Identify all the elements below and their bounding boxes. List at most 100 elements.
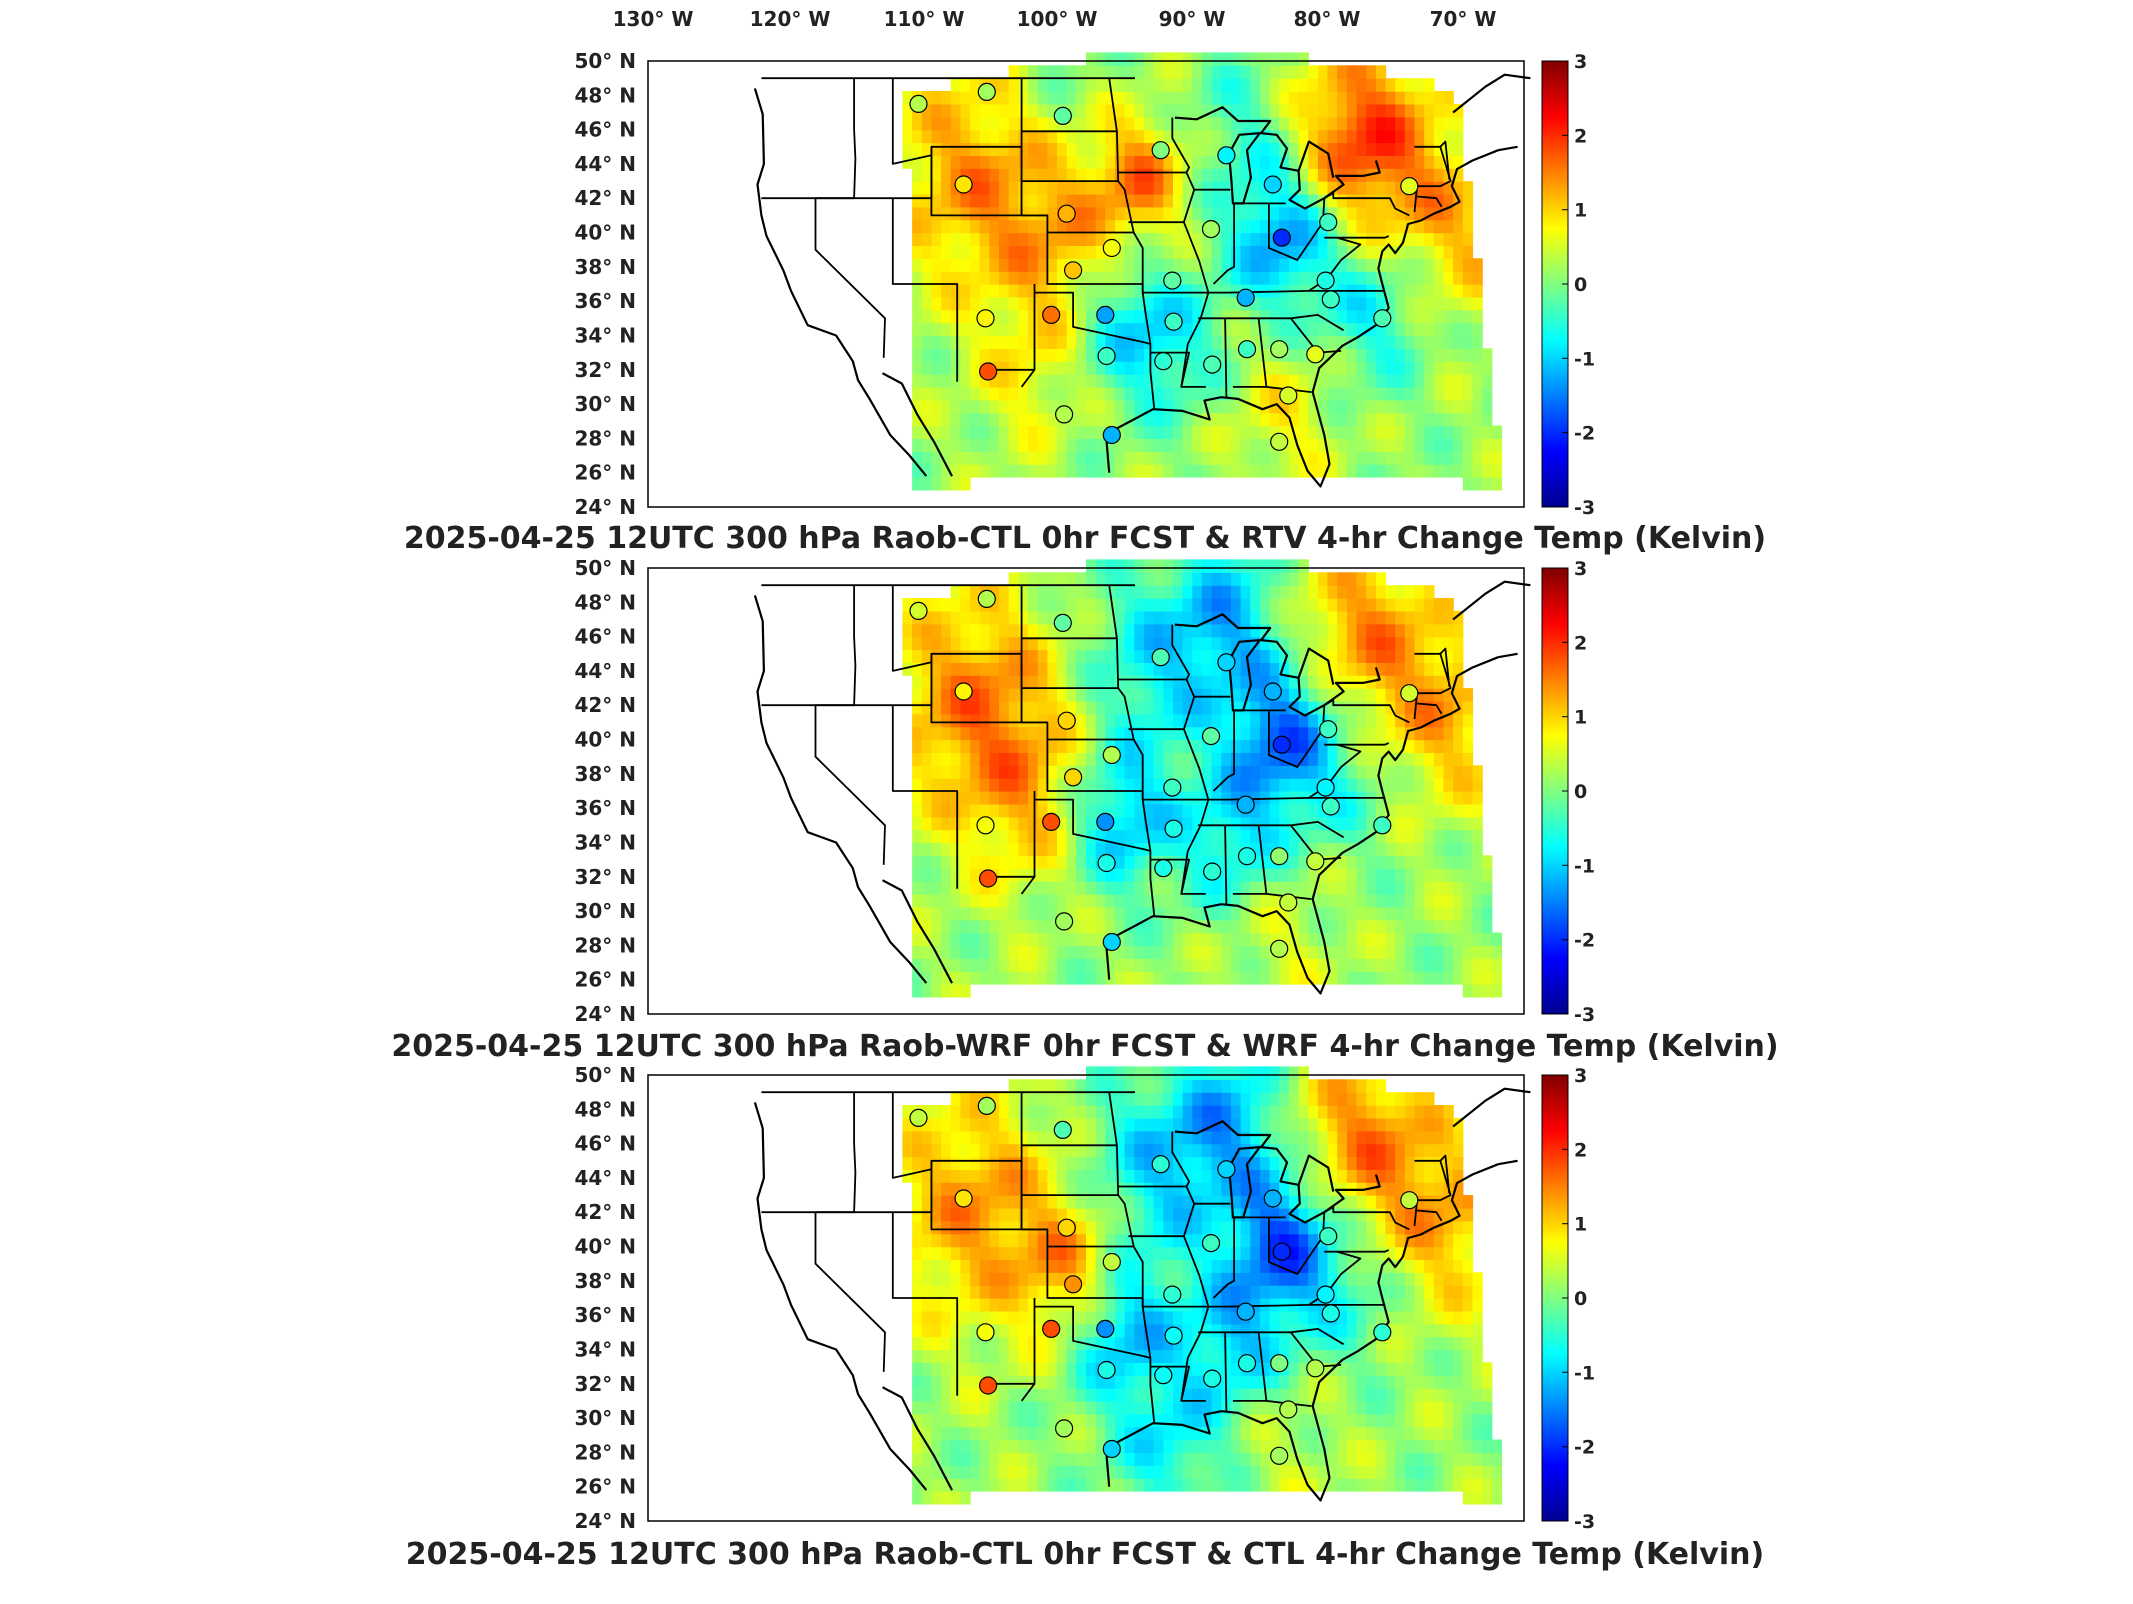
colorbar-tick-label: -1 xyxy=(1574,1362,1595,1384)
raob-station-marker xyxy=(1058,712,1075,729)
raob-station-marker xyxy=(1203,1235,1220,1252)
raob-station-marker xyxy=(1097,306,1114,323)
latitude-labels: 24° N26° N28° N30° N32° N34° N36° N38° N… xyxy=(574,49,636,519)
raob-station-marker xyxy=(910,1109,927,1126)
lat-tick-label: 48° N xyxy=(574,590,636,614)
lat-tick-label: 28° N xyxy=(574,1440,636,1464)
lon-tick-label: 100° W xyxy=(1017,7,1098,31)
raob-station-marker xyxy=(1054,1121,1071,1138)
lat-tick-label: 44° N xyxy=(574,152,636,176)
raob-station-marker xyxy=(1098,1362,1115,1379)
raob-station-marker xyxy=(1280,387,1297,404)
colorbar-tick-label: -2 xyxy=(1574,930,1595,952)
raob-station-marker xyxy=(1322,291,1339,308)
raob-station-marker xyxy=(1056,1420,1073,1437)
lat-tick-label: 28° N xyxy=(574,426,636,450)
colorbar-tick-label: -3 xyxy=(1574,1511,1595,1533)
raob-station-marker xyxy=(1320,214,1337,231)
lat-tick-label: 38° N xyxy=(574,762,636,786)
raob-station-marker xyxy=(1307,346,1324,363)
colorbar-tick-label: -1 xyxy=(1574,348,1595,370)
raob-station-marker xyxy=(1152,1156,1169,1173)
raob-station-marker xyxy=(1271,940,1288,957)
raob-station-marker xyxy=(1271,1355,1288,1372)
map-1 xyxy=(648,52,1530,507)
lat-tick-label: 26° N xyxy=(574,461,636,485)
raob-station-marker xyxy=(978,1097,995,1114)
raob-station-marker xyxy=(1322,1305,1339,1322)
latitude-labels: 24° N26° N28° N30° N32° N34° N36° N38° N… xyxy=(574,556,636,1026)
colorbar-tick-label: 2 xyxy=(1574,1139,1587,1161)
colorbar-tick-label: 0 xyxy=(1574,274,1587,296)
raob-station-marker xyxy=(1401,1192,1418,1209)
raob-station-marker xyxy=(1065,262,1082,279)
colorbar-tick-label: 3 xyxy=(1574,558,1587,580)
raob-station-marker xyxy=(1317,779,1334,796)
lat-tick-label: 40° N xyxy=(574,221,636,245)
raob-station-marker xyxy=(1317,272,1334,289)
raob-station-marker xyxy=(977,817,994,834)
raob-station-marker xyxy=(980,870,997,887)
raob-station-marker xyxy=(1237,289,1254,306)
raob-station-marker xyxy=(1155,1367,1172,1384)
colorbar-tick-label: 3 xyxy=(1574,51,1587,73)
raob-station-marker xyxy=(1054,614,1071,631)
raob-station-marker xyxy=(1322,798,1339,815)
colorbar-tick-label: 3 xyxy=(1574,1065,1587,1087)
raob-station-marker xyxy=(1401,178,1418,195)
latitude-labels: 24° N26° N28° N30° N32° N34° N36° N38° N… xyxy=(574,1063,636,1533)
raob-station-marker xyxy=(1056,406,1073,423)
raob-station-marker xyxy=(1239,848,1256,865)
lat-tick-label: 40° N xyxy=(574,1235,636,1259)
lat-tick-label: 38° N xyxy=(574,1269,636,1293)
lat-tick-label: 26° N xyxy=(574,1475,636,1499)
raob-station-marker xyxy=(1165,313,1182,330)
raob-station-marker xyxy=(1165,1327,1182,1344)
raob-station-marker xyxy=(1103,934,1120,951)
raob-station-marker xyxy=(1103,1441,1120,1458)
raob-station-marker xyxy=(1097,813,1114,830)
lat-tick-label: 32° N xyxy=(574,865,636,889)
raob-station-marker xyxy=(1043,813,1060,830)
raob-station-marker xyxy=(1103,747,1120,764)
raob-station-marker xyxy=(955,176,972,193)
raob-station-marker xyxy=(1103,1254,1120,1271)
colorbar-tick-label: 0 xyxy=(1574,1288,1587,1310)
raob-station-marker xyxy=(910,95,927,112)
lat-tick-label: 46° N xyxy=(574,1132,636,1156)
panel-title: 2025-04-25 12UTC 300 hPa Raob-CTL 0hr FC… xyxy=(406,1537,1764,1572)
panel-title: 2025-04-25 12UTC 300 hPa Raob-CTL 0hr FC… xyxy=(404,521,1766,556)
lat-tick-label: 48° N xyxy=(574,83,636,107)
lat-tick-label: 46° N xyxy=(574,118,636,142)
colorbar-tick-label: 2 xyxy=(1574,125,1587,147)
raob-station-marker xyxy=(1204,1370,1221,1387)
raob-station-marker xyxy=(1271,433,1288,450)
raob-station-marker xyxy=(1218,654,1235,671)
raob-station-marker xyxy=(1103,240,1120,257)
raob-station-marker xyxy=(1320,1228,1337,1245)
lon-tick-label: 120° W xyxy=(750,7,831,31)
raob-station-marker xyxy=(1271,341,1288,358)
lat-tick-label: 26° N xyxy=(574,968,636,992)
lat-tick-label: 46° N xyxy=(574,625,636,649)
raob-station-marker xyxy=(1317,1286,1334,1303)
raob-station-marker xyxy=(1098,855,1115,872)
raob-station-marker xyxy=(1056,913,1073,930)
raob-station-marker xyxy=(1273,736,1290,753)
raob-station-marker xyxy=(1264,683,1281,700)
lat-tick-label: 30° N xyxy=(574,392,636,416)
raob-station-marker xyxy=(1165,820,1182,837)
raob-station-marker xyxy=(1273,229,1290,246)
raob-station-marker xyxy=(1043,306,1060,323)
raob-station-marker xyxy=(1204,863,1221,880)
lon-tick-label: 70° W xyxy=(1430,7,1497,31)
raob-station-marker xyxy=(1218,1161,1235,1178)
panel-3: 24° N26° N28° N30° N32° N34° N36° N38° N… xyxy=(406,1063,1764,1572)
colorbar-tick-label: 2 xyxy=(1574,632,1587,654)
lat-tick-label: 42° N xyxy=(574,186,636,210)
raob-station-marker xyxy=(1218,147,1235,164)
colorbar-tick-label: 1 xyxy=(1574,1214,1587,1236)
raob-station-marker xyxy=(955,1190,972,1207)
lat-tick-label: 50° N xyxy=(574,556,636,580)
